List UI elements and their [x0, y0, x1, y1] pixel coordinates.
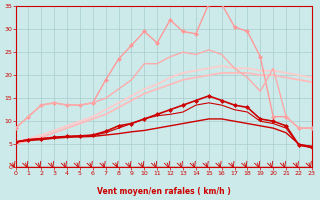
X-axis label: Vent moyen/en rafales ( km/h ): Vent moyen/en rafales ( km/h )	[97, 187, 230, 196]
